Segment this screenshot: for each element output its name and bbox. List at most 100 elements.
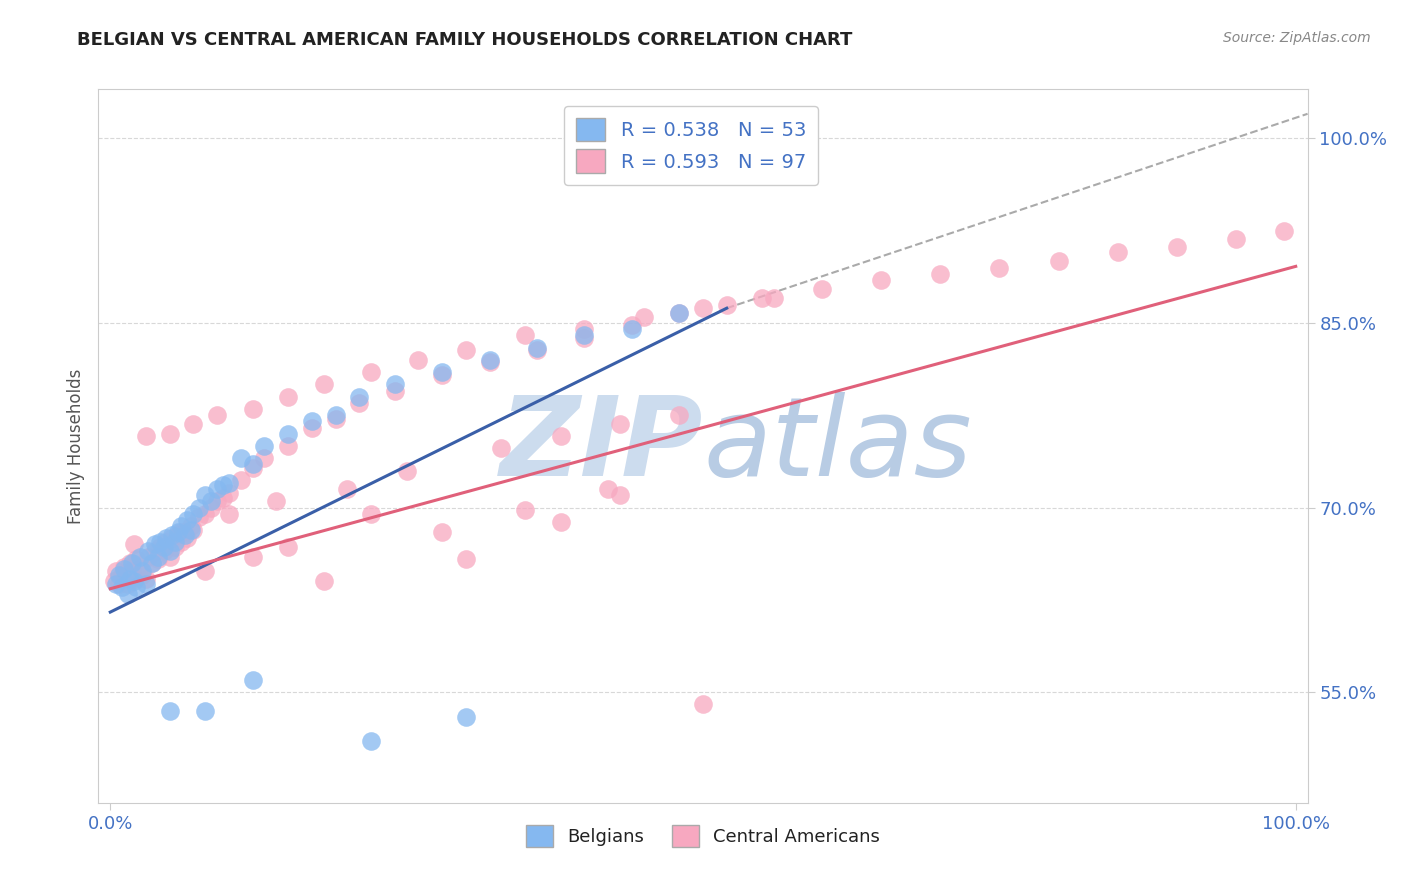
Point: [194, 488, 217, 502]
Point: [432, 365, 454, 379]
Point: [574, 322, 596, 336]
Point: [277, 426, 299, 441]
Point: [131, 565, 153, 579]
Point: [312, 377, 335, 392]
Text: atlas: atlas: [703, 392, 972, 500]
Point: [143, 543, 166, 558]
Point: [200, 500, 222, 515]
Point: [810, 281, 832, 295]
Point: [408, 352, 430, 367]
Point: [515, 503, 537, 517]
Point: [515, 328, 537, 343]
Point: [1272, 224, 1295, 238]
Point: [205, 494, 228, 508]
Point: [180, 523, 202, 537]
Point: [194, 565, 217, 579]
Point: [609, 488, 631, 502]
Point: [121, 556, 143, 570]
Point: [336, 482, 359, 496]
Point: [751, 291, 773, 305]
Point: [152, 540, 174, 554]
Point: [478, 352, 501, 367]
Point: [253, 451, 276, 466]
Point: [668, 306, 690, 320]
Point: [174, 527, 197, 541]
Point: [181, 507, 204, 521]
Point: [301, 420, 323, 434]
Point: [135, 576, 157, 591]
Point: [146, 549, 169, 564]
Point: [574, 328, 596, 343]
Y-axis label: Family Households: Family Households: [66, 368, 84, 524]
Point: [668, 306, 690, 320]
Text: ZIP: ZIP: [499, 392, 703, 500]
Point: [146, 552, 169, 566]
Point: [180, 519, 202, 533]
Point: [454, 709, 477, 723]
Point: [159, 543, 181, 558]
Point: [205, 409, 228, 423]
Point: [384, 384, 406, 398]
Point: [159, 426, 181, 441]
Point: [131, 568, 153, 582]
Point: [141, 556, 163, 570]
Point: [763, 291, 786, 305]
Point: [122, 572, 145, 586]
Point: [141, 556, 163, 570]
Point: [869, 273, 891, 287]
Point: [114, 559, 136, 574]
Point: [347, 390, 370, 404]
Point: [121, 565, 143, 579]
Point: [395, 464, 418, 478]
Point: [149, 535, 172, 549]
Point: [312, 574, 335, 589]
Point: [136, 543, 159, 558]
Point: [188, 500, 211, 515]
Point: [129, 562, 152, 576]
Point: [125, 581, 148, 595]
Point: [181, 417, 204, 431]
Point: [1225, 232, 1247, 246]
Point: [325, 409, 347, 423]
Point: [550, 429, 572, 443]
Point: [114, 562, 136, 576]
Point: [155, 531, 177, 545]
Point: [242, 549, 264, 564]
Point: [105, 576, 128, 591]
Point: [152, 543, 174, 558]
Point: [160, 531, 183, 545]
Point: [609, 417, 631, 431]
Point: [135, 572, 157, 586]
Point: [347, 396, 370, 410]
Point: [1047, 254, 1070, 268]
Point: [149, 540, 172, 554]
Point: [1166, 240, 1188, 254]
Point: [205, 482, 228, 496]
Point: [159, 704, 181, 718]
Point: [277, 439, 299, 453]
Point: [360, 734, 382, 748]
Point: [550, 516, 572, 530]
Point: [135, 429, 157, 443]
Point: [620, 322, 643, 336]
Point: [432, 368, 454, 382]
Point: [194, 704, 217, 718]
Point: [253, 439, 276, 453]
Point: [360, 507, 382, 521]
Point: [277, 540, 299, 554]
Point: [194, 507, 217, 521]
Point: [218, 507, 240, 521]
Point: [165, 535, 187, 549]
Point: [598, 482, 620, 496]
Point: [174, 525, 197, 540]
Point: [229, 474, 252, 488]
Point: [454, 343, 477, 357]
Point: [526, 341, 548, 355]
Point: [107, 576, 129, 591]
Point: [166, 527, 188, 541]
Point: [176, 513, 198, 527]
Point: [526, 343, 548, 357]
Point: [325, 412, 347, 426]
Point: [125, 552, 148, 566]
Point: [117, 587, 139, 601]
